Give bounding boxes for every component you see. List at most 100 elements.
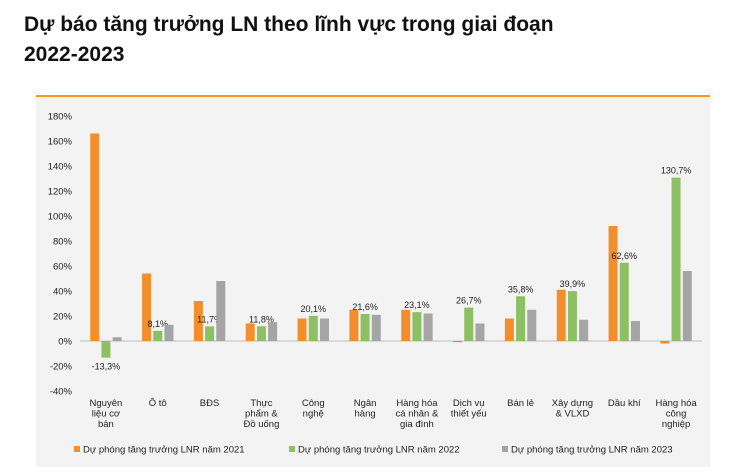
bar-series-3 [423, 313, 433, 341]
bar-series-3 [630, 321, 640, 341]
x-tick-label-line: Ô tô [149, 398, 167, 409]
x-tick-label-line: phẩm & [245, 409, 278, 420]
y-tick-label: 40% [53, 287, 73, 298]
x-tick-label-line: nghệ [303, 409, 324, 420]
bar-series-1 [556, 289, 566, 341]
bar-series-2 [412, 312, 422, 342]
bar-series-1 [608, 226, 618, 341]
x-tick-label-line: Công [302, 398, 325, 409]
bar-series-3 [682, 271, 692, 341]
x-tick-label-line: hàng [355, 409, 376, 420]
data-label: 20,1% [300, 304, 326, 314]
y-tick-label: 80% [53, 237, 73, 248]
bar-series-3 [527, 309, 537, 341]
x-tick-label: BĐS [200, 398, 220, 409]
x-tick-label: Dịch vụ thiết yếu [451, 398, 487, 420]
bar-series-1 [245, 323, 255, 341]
bar-series-2 [153, 330, 163, 342]
bar-series-1 [453, 341, 463, 343]
y-tick-label: 140% [48, 162, 73, 173]
bar-series-2 [671, 177, 681, 342]
data-label: -13,3% [92, 362, 121, 372]
chart-title: Dự báo tăng trưởng LN theo lĩnh vực tron… [24, 10, 724, 70]
x-tick-label: Công nghệ [302, 398, 325, 420]
y-tick-label: 60% [53, 262, 73, 273]
x-tick-label-line: Thực [250, 398, 272, 409]
bar-series-3 [579, 319, 589, 341]
x-tick-label-line: Đồ uống [243, 419, 279, 430]
bar-series-1 [142, 273, 152, 341]
data-label: 21,6% [352, 302, 378, 312]
bar-series-3 [112, 337, 122, 341]
bar-series-1 [660, 341, 670, 344]
y-tick-label: -20% [50, 362, 73, 373]
data-label: 23,1% [404, 300, 430, 310]
x-tick-label: Bán lẻ [507, 398, 534, 409]
y-tick-label: 20% [53, 312, 73, 323]
y-tick-label: 0% [58, 337, 72, 348]
chart-title-line-2: 2022-2023 [24, 43, 125, 66]
x-tick-label-line: BĐS [200, 398, 220, 409]
y-tick-label: 100% [48, 212, 73, 223]
x-tick-label-line: cá nhân & [396, 409, 439, 420]
legend-label-series-3: Dự phóng tăng trưởng LNR năm 2023 [511, 445, 673, 456]
legend-label-series-2: Dự phóng tăng trưởng LNR năm 2022 [298, 445, 460, 456]
y-tick-label: 160% [48, 137, 73, 148]
x-tick-label-line: Dịch vụ [453, 398, 485, 409]
bar-series-2 [567, 291, 577, 342]
x-tick-label-line: bản [98, 419, 114, 430]
bar-series-2 [516, 296, 526, 341]
x-tick-label-line: thiết yếu [451, 409, 487, 420]
data-label: 35,8% [508, 284, 534, 294]
x-tick-label: Nguyên liệu cơ bản [90, 398, 123, 430]
x-tick-label-line: Bán lẻ [507, 398, 534, 409]
bar-series-1 [349, 309, 359, 341]
y-tick-label: 180% [48, 112, 73, 123]
x-tick-label: Hàng hóa cá nhân & gia đình [396, 398, 439, 430]
x-tick-label-line: công [666, 409, 687, 420]
data-label: 26,7% [456, 296, 482, 306]
bar-series-2 [101, 341, 111, 358]
bar-series-2 [256, 326, 266, 341]
x-tick-label: Dầu khí [608, 398, 641, 409]
legend-swatch-series-1 [74, 446, 80, 452]
x-tick-label: Hàng hóa công nghiệp [655, 398, 697, 430]
data-label: 11,7% [197, 314, 222, 324]
x-tick-label: Thực phẩm & Đồ uống [243, 398, 279, 430]
legend-swatch-series-3 [502, 446, 508, 452]
y-tick-label: -40% [50, 387, 73, 398]
data-label: 130,7% [661, 166, 692, 176]
x-tick-label-line: Hàng hóa [655, 398, 697, 409]
x-tick-label-line: & VLXD [556, 409, 590, 420]
bar-series-1 [193, 301, 203, 341]
bar-series-2 [464, 307, 474, 342]
legend-label-series-1: Dự phóng tăng trưởng LNR năm 2021 [83, 445, 245, 456]
bar-series-1 [401, 309, 411, 341]
x-tick-label-line: Dầu khí [608, 398, 641, 409]
bar-series-3 [216, 281, 226, 341]
x-tick-label-line: nghiệp [662, 419, 691, 430]
bar-series-2 [619, 262, 629, 341]
bar-series-1 [90, 133, 100, 341]
bar-series-2 [308, 315, 318, 342]
bar-series-3 [475, 323, 485, 341]
x-tick-label-line: Hàng hóa [396, 398, 438, 409]
bar-series-3 [319, 318, 329, 341]
legend-swatch-series-2 [289, 446, 295, 452]
x-tick-label: Xây dựng & VLXD [552, 398, 593, 420]
x-tick-label: Ngân hàng [354, 398, 377, 420]
x-tick-label-line: liệu cơ [92, 409, 120, 420]
x-tick-label-line: Ngân [354, 398, 377, 409]
bar-series-3 [268, 322, 278, 341]
bar-series-2 [360, 314, 370, 341]
x-tick-label: Ô tô [149, 398, 167, 409]
data-label: 11,8% [249, 314, 274, 324]
x-tick-label-line: Nguyên [90, 398, 123, 409]
title-divider [36, 95, 710, 97]
bar-series-3 [371, 314, 381, 341]
bar-series-2 [205, 326, 215, 342]
data-label: 39,9% [560, 279, 586, 289]
data-label: 62,6% [611, 251, 637, 261]
bar-series-1 [504, 318, 514, 341]
